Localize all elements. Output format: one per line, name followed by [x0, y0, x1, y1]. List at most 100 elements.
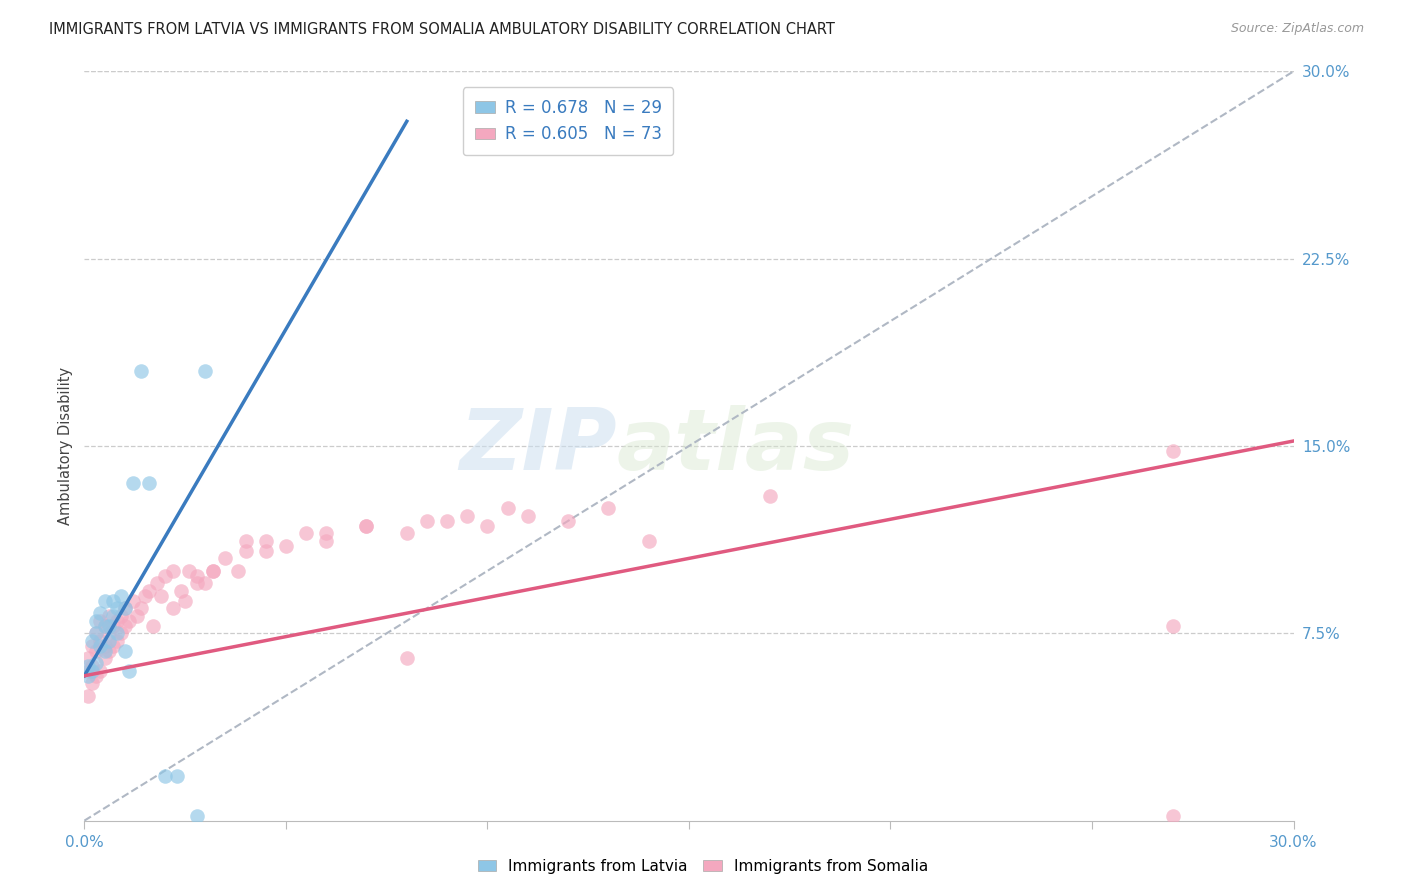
Point — [456, 508, 478, 523]
Point — [101, 608, 124, 623]
Point — [356, 519, 378, 533]
Point — [395, 526, 418, 541]
Point — [105, 601, 128, 615]
Point — [166, 769, 188, 783]
Point — [89, 633, 111, 648]
Point — [77, 664, 100, 678]
Point — [149, 589, 172, 603]
Point — [93, 651, 115, 665]
Point — [436, 514, 458, 528]
Point — [118, 614, 141, 628]
Point — [637, 533, 659, 548]
Point — [134, 589, 156, 603]
Point — [194, 576, 217, 591]
Point — [179, 564, 201, 578]
Point — [477, 519, 499, 533]
Point — [114, 619, 136, 633]
Point — [557, 514, 579, 528]
Point — [356, 519, 378, 533]
Point — [395, 651, 418, 665]
Point — [97, 608, 120, 623]
Point — [214, 551, 236, 566]
Point — [105, 614, 128, 628]
Point — [86, 626, 108, 640]
Point — [496, 501, 519, 516]
Point — [77, 651, 100, 665]
Point — [77, 658, 100, 673]
Point — [118, 664, 141, 678]
Point — [153, 569, 176, 583]
Point — [97, 626, 120, 640]
Point — [82, 664, 104, 678]
Legend: Immigrants from Latvia, Immigrants from Somalia: Immigrants from Latvia, Immigrants from … — [472, 853, 934, 880]
Point — [186, 569, 208, 583]
Point — [194, 364, 217, 378]
Point — [93, 619, 115, 633]
Text: Source: ZipAtlas.com: Source: ZipAtlas.com — [1230, 22, 1364, 36]
Point — [97, 644, 120, 658]
Point — [101, 594, 124, 608]
Point — [202, 564, 225, 578]
Point — [77, 669, 100, 683]
Point — [226, 564, 249, 578]
Text: ZIP: ZIP — [458, 404, 616, 488]
Point — [186, 808, 208, 822]
Point — [110, 626, 132, 640]
Point — [146, 576, 169, 591]
Point — [315, 533, 337, 548]
Point — [153, 769, 176, 783]
Point — [174, 594, 197, 608]
Point — [516, 508, 538, 523]
Legend: R = 0.678   N = 29, R = 0.605   N = 73: R = 0.678 N = 29, R = 0.605 N = 73 — [463, 87, 673, 155]
Point — [121, 594, 143, 608]
Point — [77, 689, 100, 703]
Text: atlas: atlas — [616, 404, 855, 488]
Point — [93, 639, 115, 653]
Point — [129, 364, 152, 378]
Point — [114, 644, 136, 658]
Point — [105, 626, 128, 640]
Point — [138, 476, 160, 491]
Point — [82, 639, 104, 653]
Point — [125, 608, 148, 623]
Point — [416, 514, 439, 528]
Point — [129, 601, 152, 615]
Point — [274, 539, 297, 553]
Point — [97, 633, 120, 648]
Point — [86, 657, 108, 671]
Point — [138, 583, 160, 598]
Point — [86, 644, 108, 658]
Point — [101, 639, 124, 653]
Point — [86, 614, 108, 628]
Point — [186, 576, 208, 591]
Y-axis label: Ambulatory Disability: Ambulatory Disability — [58, 367, 73, 525]
Point — [235, 544, 257, 558]
Point — [162, 601, 184, 615]
Point — [1161, 808, 1184, 822]
Point — [82, 658, 104, 673]
Point — [315, 526, 337, 541]
Point — [110, 608, 132, 623]
Point — [254, 544, 277, 558]
Point — [86, 669, 108, 683]
Point — [110, 589, 132, 603]
Point — [89, 607, 111, 621]
Point — [295, 526, 318, 541]
Point — [598, 501, 620, 516]
Point — [86, 626, 108, 640]
Point — [89, 614, 111, 628]
Point — [235, 533, 257, 548]
Point — [114, 601, 136, 615]
Point — [254, 533, 277, 548]
Point — [93, 644, 115, 658]
Point — [121, 476, 143, 491]
Point — [202, 564, 225, 578]
Point — [170, 583, 193, 598]
Point — [105, 633, 128, 648]
Point — [89, 664, 111, 678]
Point — [82, 633, 104, 648]
Text: IMMIGRANTS FROM LATVIA VS IMMIGRANTS FROM SOMALIA AMBULATORY DISABILITY CORRELAT: IMMIGRANTS FROM LATVIA VS IMMIGRANTS FRO… — [49, 22, 835, 37]
Point — [93, 594, 115, 608]
Point — [1161, 619, 1184, 633]
Point — [114, 601, 136, 615]
